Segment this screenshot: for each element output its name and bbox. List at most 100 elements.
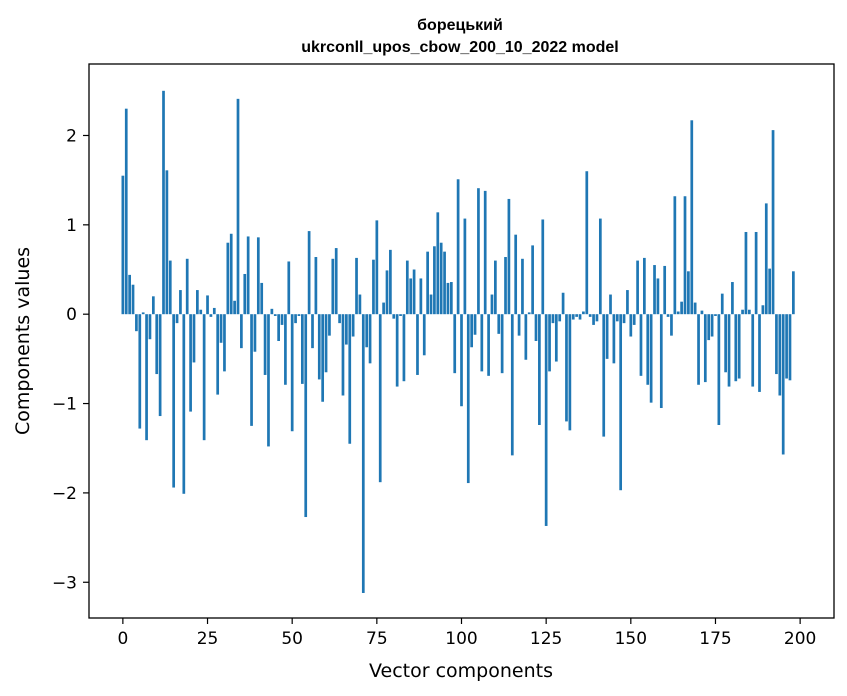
bar-155: [646, 314, 650, 385]
bar-47: [280, 314, 284, 325]
bar-187: [754, 231, 758, 315]
bar-1: [124, 108, 128, 315]
bar-165: [680, 301, 683, 315]
bar-62: [331, 258, 335, 315]
bar-24: [202, 314, 206, 441]
bar-185: [747, 309, 751, 315]
bar-139: [592, 314, 595, 325]
bar-132: [568, 314, 572, 431]
bar-149: [626, 290, 629, 315]
bar-36: [243, 273, 247, 315]
bar-178: [724, 314, 727, 373]
bar-103: [470, 314, 474, 348]
bar-20: [189, 314, 192, 412]
bar-7: [145, 314, 148, 441]
bar-152: [636, 260, 639, 315]
bar-45: [273, 314, 277, 316]
bar-150: [629, 314, 633, 337]
bar-61: [328, 314, 331, 336]
bar-25: [206, 295, 209, 315]
bar-12: [162, 90, 165, 315]
bar-182: [737, 314, 741, 379]
bar-157: [653, 265, 656, 315]
bar-171: [700, 310, 704, 315]
bar-73: [368, 314, 372, 364]
bar-146: [615, 314, 619, 322]
x-tick-label-100: 100: [445, 629, 477, 649]
bar-65: [341, 314, 345, 396]
bar-93: [436, 212, 440, 315]
bar-77: [382, 302, 385, 315]
bar-172: [703, 314, 707, 383]
bar-118: [521, 258, 524, 315]
bar-52: [297, 314, 301, 316]
bar-195: [781, 314, 785, 455]
bar-4: [135, 314, 138, 332]
y-tick-label-0: 0: [66, 305, 77, 325]
bar-35: [240, 314, 243, 349]
x-axis: 0 25 50 75 100 125 150 175 200: [117, 618, 816, 649]
bar-78: [385, 270, 389, 315]
bar-164: [676, 311, 680, 315]
y-tick-label--2: −2: [52, 484, 77, 504]
bar-129: [558, 314, 562, 322]
bar-87: [416, 314, 419, 375]
bar-162: [670, 314, 673, 336]
bar-125: [544, 314, 548, 526]
bar-43: [267, 314, 270, 447]
bar-59: [321, 314, 325, 402]
bar-198: [792, 271, 795, 315]
bar-143: [605, 314, 609, 359]
bar-153: [639, 314, 643, 376]
bar-184: [744, 231, 748, 315]
bar-122: [534, 314, 538, 341]
bar-138: [588, 314, 592, 317]
y-tick-label-1: 1: [66, 216, 77, 236]
bar-88: [419, 278, 423, 315]
bar-3: [131, 284, 135, 315]
bar-140: [595, 314, 599, 322]
bar-90: [426, 251, 429, 315]
bar-196: [785, 314, 788, 379]
bar-79: [389, 249, 392, 315]
bar-49: [287, 261, 291, 315]
bar-111: [497, 314, 501, 334]
bar-19: [185, 258, 189, 315]
bar-70: [358, 294, 362, 315]
bar-34: [236, 98, 240, 315]
bar-179: [727, 314, 731, 387]
bar-89: [422, 314, 426, 356]
x-tick-label-175: 175: [699, 629, 731, 649]
bar-13: [165, 170, 169, 315]
bar-85: [409, 278, 413, 315]
bar-142: [602, 314, 606, 437]
bar-191: [768, 268, 772, 315]
bar-6: [141, 312, 145, 315]
bar-113: [504, 257, 507, 315]
bar-114: [507, 198, 511, 315]
bar-14: [168, 260, 172, 315]
bar-134: [575, 314, 578, 317]
bar-154: [643, 257, 646, 315]
bar-83: [402, 314, 406, 382]
bar-148: [622, 314, 626, 324]
bar-44: [270, 308, 274, 315]
bar-166: [683, 196, 687, 315]
bar-137: [585, 171, 589, 315]
bar-94: [439, 242, 443, 315]
bar-128: [554, 314, 558, 362]
bar-23: [199, 309, 203, 315]
bar-161: [666, 314, 670, 317]
bar-74: [372, 259, 375, 315]
x-tick-label-150: 150: [615, 629, 647, 649]
y-axis: −3 −2 −1 0 1 2: [52, 126, 89, 593]
bar-38: [250, 314, 253, 426]
bar-30: [223, 314, 226, 372]
bar-81: [395, 314, 399, 387]
bar-120: [527, 312, 531, 315]
y-axis-label: Components values: [12, 247, 34, 435]
bar-55: [307, 231, 311, 315]
bar-133: [571, 314, 575, 320]
bar-107: [483, 190, 487, 315]
bar-101: [463, 218, 467, 315]
